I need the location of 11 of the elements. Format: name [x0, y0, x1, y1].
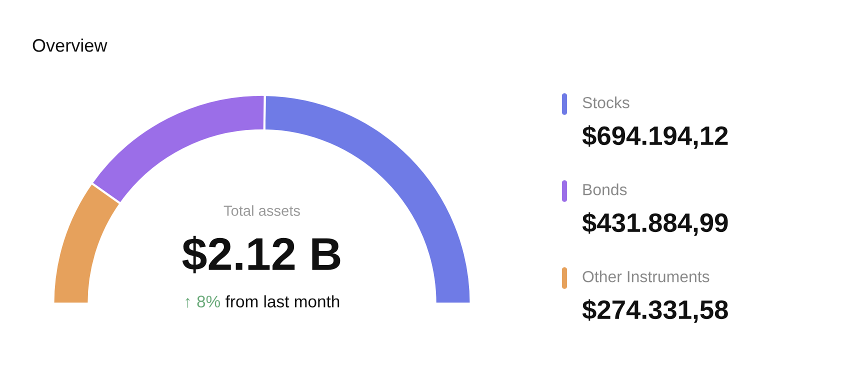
legend-label: Stocks: [582, 96, 630, 108]
text: ↑ 8%: [186, 296, 220, 308]
text: from last month: [226, 295, 340, 308]
text: $2.12 B: [182, 236, 340, 274]
chart-title: Overview: [32, 38, 108, 52]
data-label: $274.331,58: [582, 299, 728, 323]
legend-label: Other Instruments: [582, 270, 710, 282]
data-label: $694.194,12: [582, 125, 728, 149]
data-label: $431.884,99: [582, 212, 728, 236]
text: Total assets: [224, 205, 300, 216]
legend-label: Bonds: [583, 184, 627, 196]
